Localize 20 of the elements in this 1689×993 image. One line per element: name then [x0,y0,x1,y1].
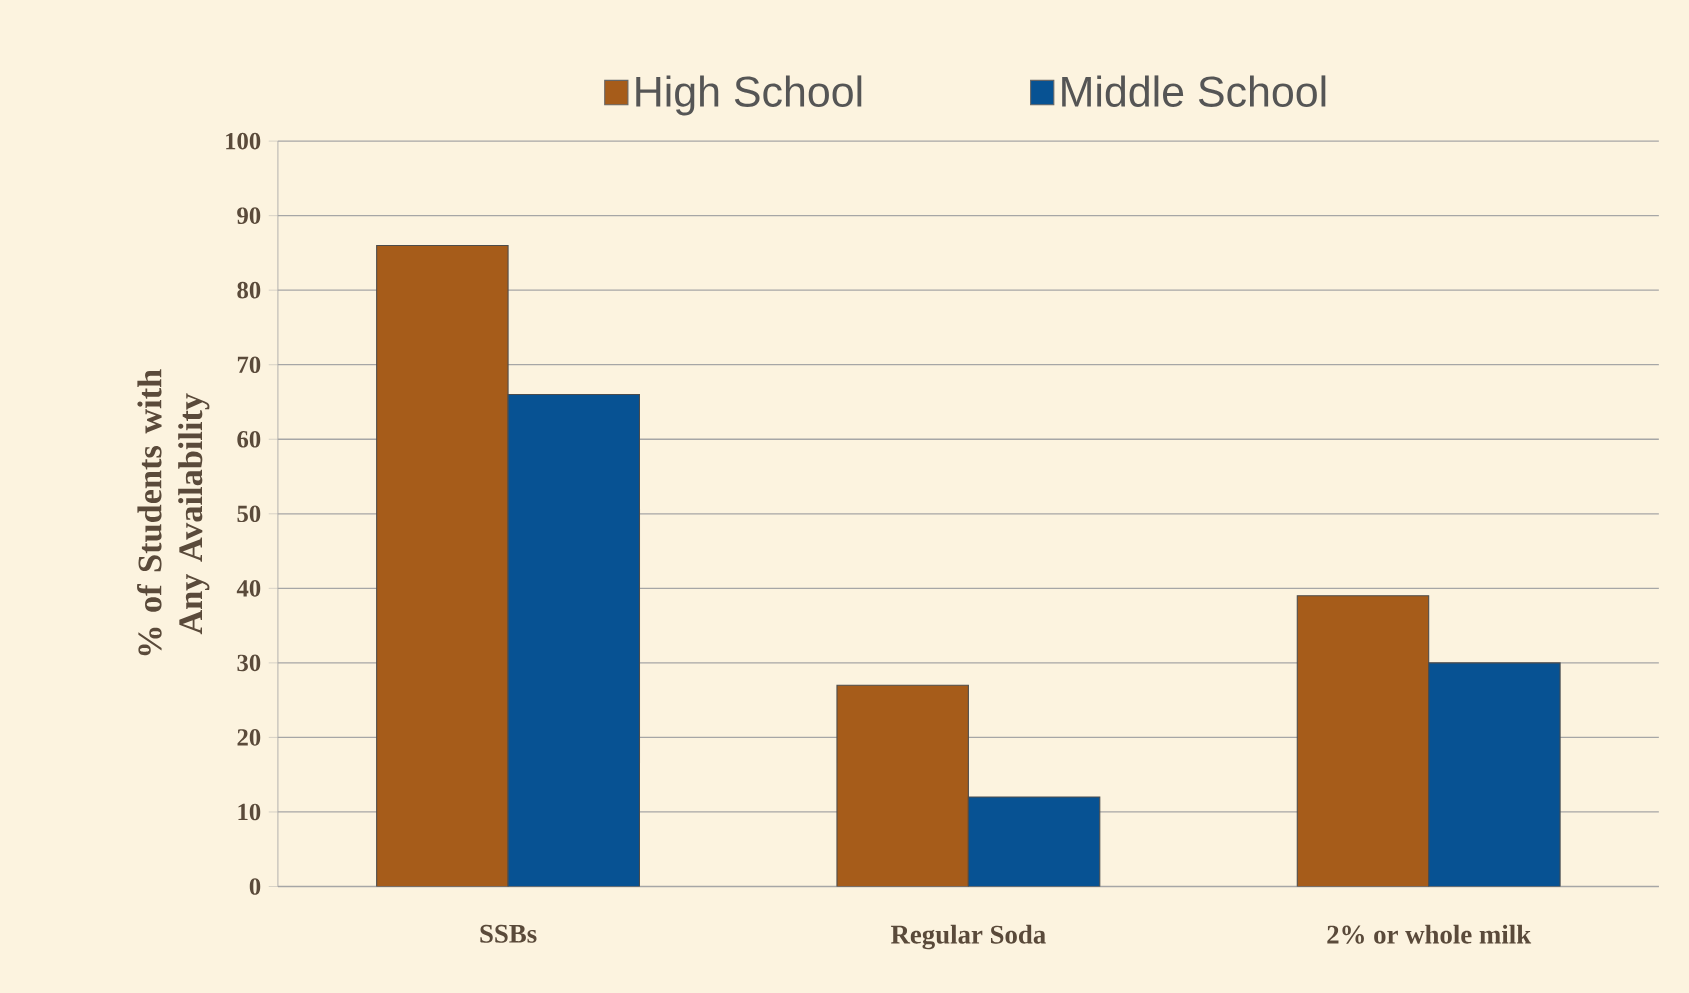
y-axis-title: % of Students with Any Availability [137,369,210,656]
x-tick-label: 2% or whole milk [1327,924,1532,944]
y-tick-label: 10 [238,803,261,821]
x-tick-label: Regular Soda [890,924,1046,950]
y-tick-label: 0 [249,878,261,895]
y-tick-label: 50 [237,505,261,523]
legend-label: High School [636,75,862,116]
x-tick-label: SSBs [480,924,537,943]
legend-label: Middle School [1062,75,1326,107]
y-tick-label: 90 [237,207,261,224]
y-tick-label: 60 [237,430,261,448]
y-tick-label: 100 [226,132,261,150]
y-tick-label: 30 [237,654,261,672]
y-tick-label: 70 [237,356,261,373]
bar [507,393,641,887]
bar [967,796,1101,887]
bar [1428,662,1561,887]
y-tick-label: 80 [237,281,261,299]
y-tick-label: 40 [236,579,261,597]
y-tick-label: 20 [237,729,261,746]
